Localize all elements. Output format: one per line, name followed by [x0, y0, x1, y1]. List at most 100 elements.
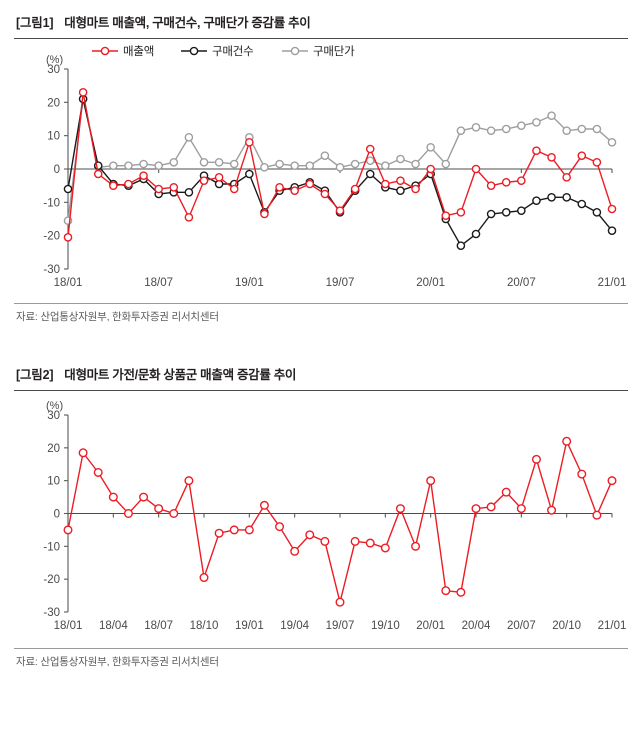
data-point-marker [411, 184, 420, 194]
data-point-marker [486, 126, 496, 135]
data-point-marker [139, 171, 148, 180]
data-point-marker [139, 492, 149, 502]
data-point-marker [562, 193, 571, 202]
data-point-marker [290, 161, 299, 170]
data-point-marker [501, 178, 511, 187]
y-tick-label: 10 [47, 131, 60, 143]
data-point-marker [154, 504, 164, 514]
data-point-marker [169, 508, 179, 518]
figure-1-block: [그림1] 대형마트 매출액, 구매건수, 구매단가 증감률 추이 (%) 30 2… [14, 0, 628, 324]
data-point-marker [441, 159, 451, 169]
data-point-marker [396, 186, 405, 195]
x-tick-label: 19/04 [280, 620, 309, 632]
data-point-marker [456, 126, 466, 135]
data-point-marker [108, 492, 118, 502]
legend-marker [100, 46, 110, 56]
x-tick-label: 18/10 [190, 620, 219, 632]
data-point-marker [229, 184, 239, 194]
figure-1-top-rule [14, 38, 628, 39]
data-point-marker [395, 504, 405, 514]
figure-1-title: 대형마트 매출액, 구매건수, 구매단가 증감률 추이 [64, 16, 311, 30]
legend-label: 구매건수 [212, 45, 254, 58]
data-point-marker [532, 146, 541, 155]
data-point-marker [63, 233, 73, 242]
figure-2-chart: (%) 30 20 10 0 -10 -20 -30 18/01 18/04 18/07 18/10 1… [14, 391, 628, 646]
data-point-marker [335, 206, 345, 215]
data-point-marker [471, 229, 481, 239]
data-point-marker [441, 586, 451, 596]
x-tick-label: 20/01 [416, 277, 445, 289]
data-point-marker [184, 188, 194, 197]
y-tick-label: 0 [54, 509, 60, 521]
y-tick-label: 0 [54, 164, 60, 176]
data-point-marker [516, 504, 526, 514]
data-point-marker [78, 88, 88, 97]
legend-marker [189, 46, 199, 56]
data-point-marker [124, 179, 133, 189]
data-point-marker [305, 161, 315, 170]
data-point-marker [380, 543, 390, 553]
data-point-marker [562, 173, 571, 182]
data-point-marker [531, 454, 541, 464]
data-point-marker [350, 184, 360, 194]
data-point-marker [245, 169, 254, 179]
data-point-marker [275, 183, 284, 192]
data-point-marker [154, 161, 163, 170]
x-tick-label: 19/10 [371, 620, 400, 632]
y-tick-label: -30 [43, 607, 60, 619]
data-point-marker [365, 156, 375, 165]
data-point-marker [320, 189, 330, 199]
data-point-marker [486, 209, 496, 219]
x-tick-label: 21/01 [598, 620, 627, 632]
series-매출액 [63, 88, 617, 242]
x-tick-label: 18/07 [144, 620, 173, 632]
data-point-marker [229, 525, 239, 535]
data-point-marker [456, 587, 466, 597]
data-point-marker [486, 181, 496, 190]
data-point-marker [350, 159, 360, 169]
data-point-marker [109, 161, 118, 170]
data-point-marker [517, 206, 526, 215]
series-가전/문화 매출액 [63, 436, 617, 607]
data-point-marker [184, 476, 194, 486]
data-point-marker [63, 525, 73, 535]
data-point-marker [290, 186, 299, 195]
data-point-marker [365, 144, 375, 154]
data-point-marker [396, 154, 405, 164]
data-point-marker [411, 541, 421, 551]
figure-2-block: [그림2] 대형마트 가전/문화 상품군 매출액 증감률 추이 (%) 30 20 1… [14, 350, 628, 669]
data-point-marker [199, 158, 209, 167]
data-point-marker [305, 530, 315, 540]
data-point-marker [93, 169, 103, 179]
x-tick-label: 19/07 [326, 620, 355, 632]
data-point-marker [501, 208, 511, 217]
data-point-marker [532, 196, 541, 205]
data-point-marker [607, 138, 617, 147]
data-point-marker [365, 538, 375, 548]
data-point-marker [259, 500, 269, 510]
y-tick-label: -10 [43, 541, 60, 553]
data-point-marker [547, 111, 556, 120]
data-point-marker [275, 522, 285, 532]
y-tick-label: 20 [47, 97, 60, 109]
data-point-marker [199, 176, 209, 185]
y-tick-label: 30 [47, 64, 60, 76]
data-point-marker [381, 179, 390, 189]
data-point-marker [335, 163, 345, 172]
y-tick-label: -20 [43, 231, 60, 243]
data-point-marker [532, 118, 541, 127]
series-line [67, 98, 613, 221]
x-tick-label: 19/01 [235, 277, 264, 289]
data-point-marker [592, 158, 602, 167]
figure-1-chart: (%) 30 20 10 0 -10 -20 -30 18/01 18/07 19/01 19/07 2… [14, 39, 628, 301]
figure-spacer [14, 324, 628, 350]
data-point-marker [169, 158, 179, 167]
data-point-marker [577, 151, 587, 160]
data-point-marker [320, 536, 330, 546]
data-point-marker [501, 487, 511, 497]
x-tick-label: 18/01 [54, 620, 83, 632]
data-point-marker [592, 208, 602, 217]
legend-label: 매출액 [123, 45, 154, 58]
y-tick-label: -10 [43, 197, 60, 209]
